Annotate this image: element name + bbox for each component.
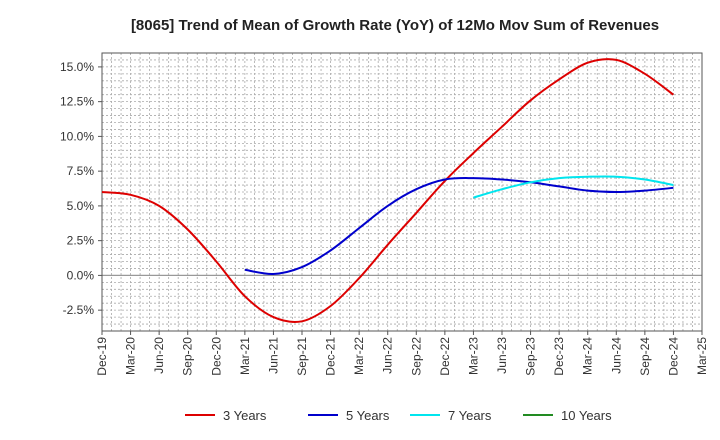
- x-tick-label: Jun-20: [152, 337, 166, 374]
- x-tick-label: Mar-20: [124, 337, 138, 375]
- legend-label-7-years: 7 Years: [448, 408, 492, 423]
- legend-label-3-years: 3 Years: [223, 408, 267, 423]
- x-tick-label: Jun-24: [609, 337, 623, 374]
- chart-title: [8065] Trend of Mean of Growth Rate (YoY…: [131, 17, 659, 34]
- y-tick-label: -2.5%: [63, 303, 95, 317]
- x-tick-label: Jun-22: [381, 337, 395, 374]
- x-tick-label: Mar-24: [581, 337, 595, 375]
- series-line-5-years: [244, 177, 674, 276]
- series-line-7-years: [473, 175, 674, 199]
- y-tick-label: 0.0%: [67, 268, 95, 282]
- y-tick-label: 5.0%: [67, 199, 95, 213]
- x-tick-label: Sep-22: [409, 337, 423, 376]
- x-tick-label: Mar-21: [238, 337, 252, 375]
- x-tick-label: Mar-25: [695, 337, 709, 375]
- x-tick-label: Dec-24: [666, 337, 680, 376]
- x-tick-label: Mar-23: [466, 337, 480, 375]
- y-tick-label: 7.5%: [67, 164, 95, 178]
- y-tick-label: 10.0%: [60, 129, 94, 143]
- x-tick-label: Dec-20: [209, 337, 223, 376]
- x-tick-label: Sep-21: [295, 337, 309, 376]
- x-tick-label: Mar-22: [352, 337, 366, 375]
- x-tick-label: Dec-23: [552, 337, 566, 376]
- x-tick-label: Dec-19: [95, 337, 109, 376]
- plot-area: -2.5% 0.0% 2.5% 5.0% 7.5% 10.0% 12.5% 15.0% Dec-…: [60, 52, 709, 376]
- x-tick-label: Dec-22: [438, 337, 452, 376]
- y-tick-label: 2.5%: [67, 234, 95, 248]
- x-tick-label: Sep-24: [638, 337, 652, 376]
- series-line-3-years: [101, 58, 674, 323]
- x-tick-label: Jun-21: [266, 337, 280, 374]
- y-tick-label: 12.5%: [60, 95, 94, 109]
- x-tick-label: Dec-21: [324, 337, 338, 376]
- x-tick-label: Sep-23: [524, 337, 538, 376]
- x-tick-label: Jun-23: [495, 337, 509, 374]
- legend: 3 Years 5 Years 7 Years 10 Years: [185, 408, 612, 423]
- y-tick-label: 15.0%: [60, 60, 94, 74]
- legend-label-5-years: 5 Years: [346, 408, 390, 423]
- x-tick-label: Sep-20: [181, 337, 195, 376]
- legend-label-10-years: 10 Years: [561, 408, 612, 423]
